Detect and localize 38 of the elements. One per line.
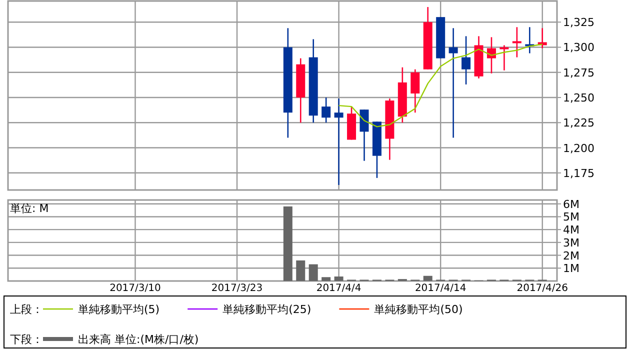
- candlestick: [500, 44, 509, 72]
- legend-label: 出来高 単位:(M株/口/枚): [78, 333, 199, 346]
- y-tick-label: 1,275: [563, 66, 594, 80]
- legend-label: 単純移動平均(25): [222, 303, 312, 316]
- x-tick-label: 2017/3/23: [211, 283, 263, 294]
- candlestick: [410, 68, 420, 114]
- bar: [334, 276, 344, 281]
- candlestick: [360, 108, 369, 162]
- legend-label: 単純移動平均(5): [78, 303, 160, 316]
- legend-title: 上段：: [10, 303, 43, 316]
- x-tick-label: 2017/3/10: [110, 283, 161, 294]
- candlestick: [462, 36, 471, 86]
- candlestick: [512, 26, 522, 58]
- bar: [283, 206, 292, 281]
- bar: [308, 264, 318, 281]
- y-tick-label: 1,225: [563, 116, 594, 130]
- annotation: 単位: M: [10, 202, 49, 215]
- y-tick-label: 1,300: [563, 41, 594, 54]
- y-tick-label: 1,200: [563, 142, 594, 155]
- x-tick-label: 2017/4/14: [414, 283, 466, 294]
- y-tick-label: 1M: [563, 262, 580, 276]
- y-tick-label: 1,250: [563, 92, 594, 105]
- legend-title: 下段：: [10, 333, 43, 346]
- y-tick-label: 6M: [563, 198, 580, 211]
- y-tick-label: 2M: [563, 249, 580, 262]
- x-tick-label: 2017/4/26: [516, 283, 568, 294]
- y-tick-label: 3M: [563, 236, 580, 250]
- bar: [296, 260, 306, 281]
- bar: [322, 277, 331, 281]
- y-tick-label: 4M: [563, 224, 580, 237]
- y-tick-label: 1,325: [563, 16, 594, 30]
- x-tick-label: 2017/4/4: [316, 283, 362, 294]
- y-tick-label: 5M: [563, 210, 580, 224]
- y-tick-label: 1,175: [563, 166, 594, 180]
- candlestick: [448, 27, 458, 138]
- legend-label: 単純移動平均(50): [374, 303, 463, 316]
- candlestick: [322, 96, 331, 124]
- bar: [423, 276, 432, 281]
